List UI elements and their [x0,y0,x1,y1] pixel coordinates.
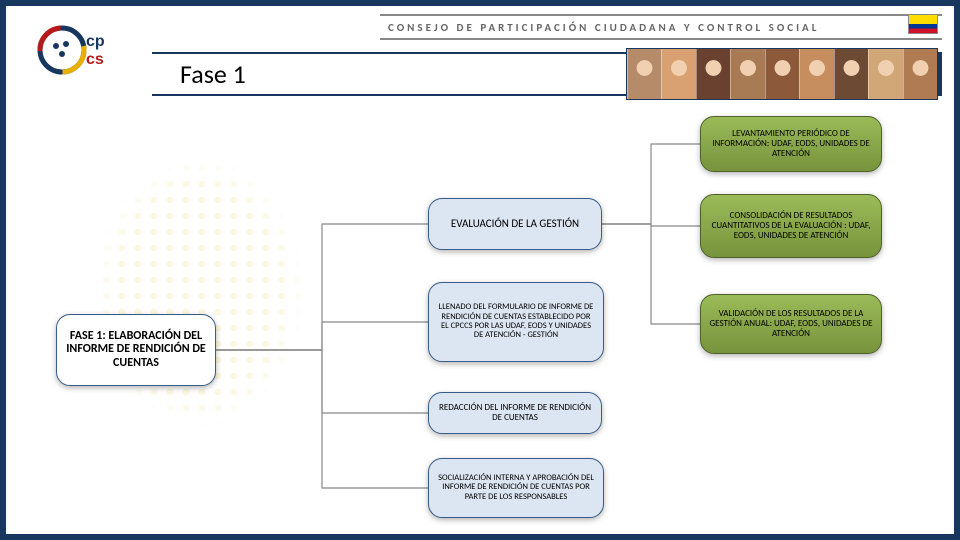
org-banner: CONSEJO DE PARTICIPACIÓN CIUDADANA Y CON… [380,14,942,40]
face-thumb [799,49,833,99]
cpccs-logo: cp cs [36,22,118,78]
diagram-node-label: CONSOLIDACIÓN DE RESULTADOS CUANTITATIVO… [709,211,873,241]
face-thumb [834,49,868,99]
diagram-node-label: LLENADO DEL FORMULARIO DE INFORME DE REN… [437,303,595,340]
diagram-node-l3: VALIDACIÓN DE LOS RESULTADOS DE LA GESTI… [700,294,882,354]
people-strip [626,48,938,100]
face-thumb [868,49,902,99]
face-thumb [627,49,661,99]
face-thumb [661,49,695,99]
diagram-node-m3: REDACCIÓN DEL INFORME DE RENDICIÓN DE CU… [428,392,602,434]
diagram-node-root: FASE 1: ELABORACIÓN DEL INFORME DE RENDI… [56,314,216,386]
diagram-node-m1: EVALUACIÓN DE LA GESTIÓN [428,198,602,250]
face-thumb [765,49,799,99]
diagram-node-label: VALIDACIÓN DE LOS RESULTADOS DE LA GESTI… [709,309,873,339]
diagram-node-l1: LEVANTAMIENTO PERIÓDICO DE INFORMACIÓN: … [700,116,882,172]
diagram-node-label: FASE 1: ELABORACIÓN DEL INFORME DE RENDI… [65,330,207,370]
diagram-node-label: LEVANTAMIENTO PERIÓDICO DE INFORMACIÓN: … [709,129,873,159]
diagram-node-label: REDACCIÓN DEL INFORME DE RENDICIÓN DE CU… [437,403,593,423]
diagram-node-label: SOCIALIZACIÓN INTERNA Y APROBACIÓN DEL I… [437,474,595,502]
slide-title: Fase 1 [180,58,246,90]
face-thumb [730,49,764,99]
diagram-node-m4: SOCIALIZACIÓN INTERNA Y APROBACIÓN DEL I… [428,458,604,518]
face-thumb [696,49,730,99]
title-bar: Fase 1 [152,52,626,96]
diagram-node-l2: CONSOLIDACIÓN DE RESULTADOS CUANTITATIVO… [700,194,882,258]
diagram-node-m2: LLENADO DEL FORMULARIO DE INFORME DE REN… [428,282,604,362]
face-thumb [903,49,937,99]
ecuador-map-bg [34,112,334,512]
org-name: CONSEJO DE PARTICIPACIÓN CIUDADANA Y CON… [388,21,819,34]
diagram-node-label: EVALUACIÓN DE LA GESTIÓN [437,218,593,230]
svg-text:cp: cp [86,33,105,50]
svg-text:cs: cs [86,51,104,68]
flag-icon [908,14,938,34]
